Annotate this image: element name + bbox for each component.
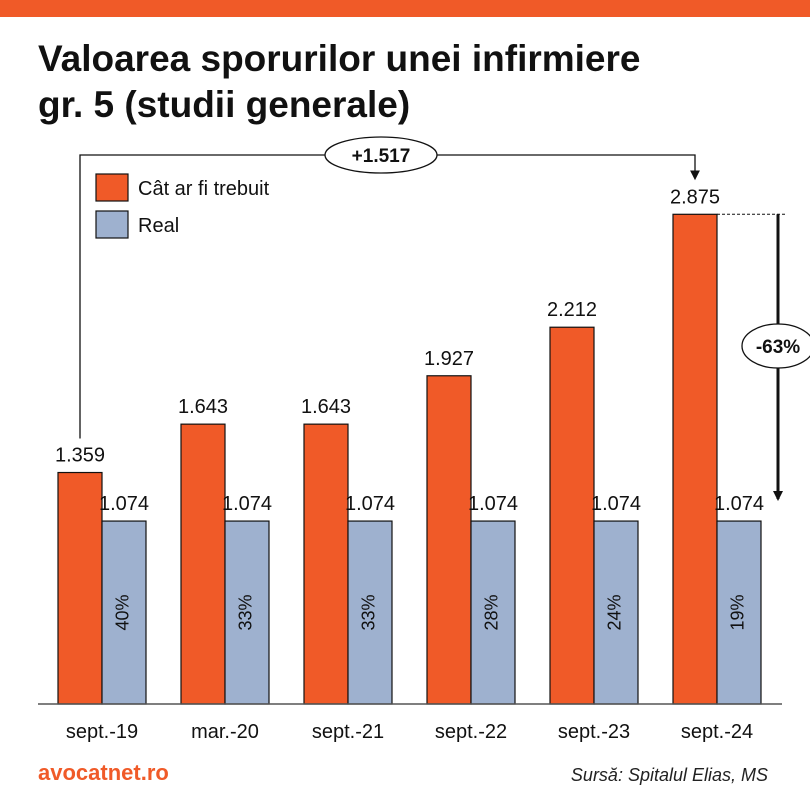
bar-real: [101, 520, 147, 705]
x-tick-label: sept.-21: [312, 721, 384, 743]
bar-cat-ar-fi-trebuit: [180, 423, 226, 705]
data-label-cat-ar-fi-trebuit: 1.359: [55, 445, 105, 467]
data-label-cat-ar-fi-trebuit: 1.927: [424, 348, 474, 370]
x-tick-label: sept.-24: [681, 721, 753, 743]
difference-annotation: +1.517: [352, 146, 411, 167]
legend-swatch-real: [95, 210, 129, 239]
bar-cat-ar-fi-trebuit: [303, 423, 349, 705]
percent-label: 33%: [359, 595, 379, 631]
percent-label: 28%: [482, 595, 502, 631]
bar-real: [593, 520, 639, 705]
source-note: Sursă: Spitalul Elias, MS: [570, 765, 768, 785]
bar-cat-ar-fi-trebuit: [57, 471, 103, 705]
title-line-2: gr. 5 (studii generale): [38, 84, 411, 125]
data-label-real: 1.074: [345, 493, 395, 515]
percent-label: 33%: [236, 595, 256, 631]
data-label-real: 1.074: [222, 493, 272, 515]
decrease-annotation: -63%: [756, 337, 800, 358]
bar-cat-ar-fi-trebuit: [672, 213, 718, 705]
x-tick-label: sept.-19: [66, 721, 138, 743]
data-label-cat-ar-fi-trebuit: 2.875: [670, 186, 720, 208]
bar-real: [224, 520, 270, 705]
chart-title: Valoarea sporurilor unei infirmiere gr. …: [38, 36, 798, 128]
percent-label: 40%: [113, 595, 133, 631]
x-tick-label: mar.-20: [191, 721, 259, 743]
data-label-real: 1.074: [714, 493, 764, 515]
data-label-real: 1.074: [468, 493, 518, 515]
data-label-real: 1.074: [591, 493, 641, 515]
top-accent-bar: [0, 0, 810, 17]
data-label-cat-ar-fi-trebuit: 1.643: [301, 396, 351, 418]
legend-label-cat-ar-fi-trebuit: Cât ar fi trebuit: [138, 178, 270, 200]
percent-label: 19%: [728, 595, 748, 631]
legend-label-real: Real: [138, 215, 179, 237]
difference-bubble: [324, 136, 438, 174]
brand-logo-text: avocatnet.ro: [38, 760, 169, 785]
decrease-bubble: [741, 323, 810, 369]
x-tick-label: sept.-22: [435, 721, 507, 743]
bar-real: [470, 520, 516, 705]
percent-label: 24%: [605, 595, 625, 631]
title-line-1: Valoarea sporurilor unei infirmiere: [38, 38, 641, 79]
data-label-cat-ar-fi-trebuit: 1.643: [178, 396, 228, 418]
bar-real: [347, 520, 393, 705]
bar-cat-ar-fi-trebuit: [549, 326, 595, 705]
x-tick-label: sept.-23: [558, 721, 630, 743]
bar-cat-ar-fi-trebuit: [426, 375, 472, 705]
legend-swatch-cat-ar-fi-trebuit: [95, 173, 129, 202]
data-label-cat-ar-fi-trebuit: 2.212: [547, 299, 597, 321]
data-label-real: 1.074: [99, 493, 149, 515]
